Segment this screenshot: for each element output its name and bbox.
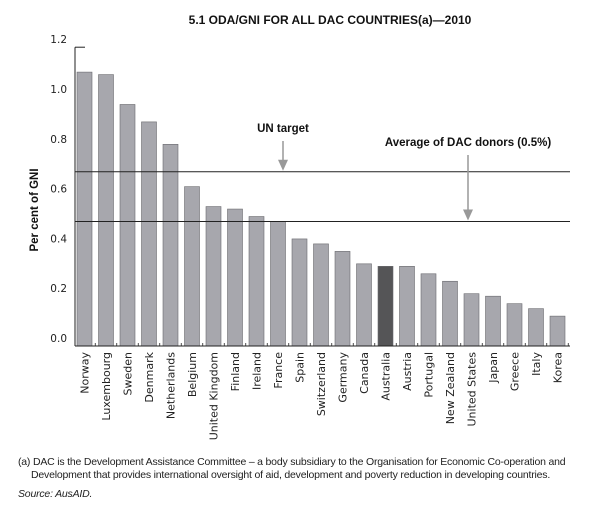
x-tick-label: Sweden [122,352,135,395]
bar-spain [291,238,308,347]
bar-united-states [463,293,480,347]
source-note: Source: AusAID. [18,488,93,500]
bar-new-zealand [442,280,458,347]
bar-japan [485,295,501,347]
bar-finland [227,208,243,347]
x-tick-label: Denmark [143,351,156,402]
bar-austria [399,266,415,347]
x-tick-label: Germany [337,352,350,403]
x-tick-label: United Kingdom [208,352,221,440]
y-tick-label: 0.8 [50,134,67,146]
bar-germany [334,251,351,347]
x-tick-label: Portugal [423,352,436,398]
x-tick-label: Greece [509,352,522,391]
bar-united-kingdom [205,206,222,347]
bar-france [270,221,286,347]
y-tick-label: 0.2 [50,283,67,295]
x-tick-label: Finland [229,352,242,391]
chart-title: 5.1 ODA/GNI FOR ALL DAC COUNTRIES(a)—201… [189,13,472,27]
x-tick-label: Australia [380,352,393,401]
bar-portugal [420,273,437,347]
x-tick-label: Netherlands [165,352,178,419]
reference-label: UN target [257,123,309,135]
bar-sweden [119,104,136,347]
x-tick-label: Norway [79,352,92,394]
bar-chart: 5.1 ODA/GNI FOR ALL DAC COUNTRIES(a)—201… [29,13,570,440]
bar-belgium [184,186,200,347]
x-tick-label: Korea [552,352,565,383]
y-tick-label: 0.6 [50,184,67,196]
x-tick-label: United States [466,352,479,427]
y-tick-label: 1.2 [50,34,67,46]
bar-switzerland [313,243,329,347]
footnote-continued: Development that provides international … [31,469,551,481]
arrow-down-icon [463,209,473,221]
reference-label: Average of DAC donors (0.5%) [385,137,552,149]
bar-netherlands [162,144,179,347]
y-tick-label: 1.0 [50,84,67,96]
x-tick-label: Canada [358,352,371,394]
x-tick-label: Japan [487,352,500,384]
x-tick-label: Switzerland [315,352,328,416]
y-tick-label: 0.0 [50,333,67,345]
y-axis-label: Per cent of GNI [29,168,41,251]
bar-canada [356,263,372,347]
x-tick-label: France [272,352,285,389]
x-tick-label: Belgium [186,352,199,397]
bar-greece [506,303,523,347]
y-tick-label: 0.4 [50,233,67,245]
bar-ireland [248,216,265,347]
bar-norway [76,71,93,347]
x-tick-label: Spain [294,352,307,383]
bar-luxembourg [98,74,114,347]
x-tick-label: Luxembourg [100,352,113,421]
x-tick-label: Austria [401,352,414,391]
footnote: (a) DAC is the Development Assistance Co… [18,456,566,468]
bar-italy [528,308,544,347]
x-tick-label: Ireland [251,352,264,390]
bar-australia [377,266,394,347]
x-tick-label: New Zealand [444,352,457,424]
arrow-down-icon [278,159,288,171]
bar-korea [549,315,566,347]
x-tick-label: Italy [530,352,543,376]
bar-denmark [141,121,157,347]
